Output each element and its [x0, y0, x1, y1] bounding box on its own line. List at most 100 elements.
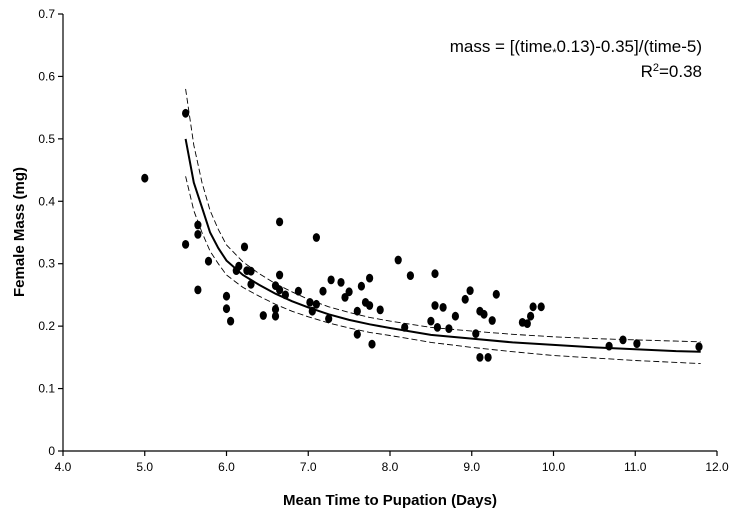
data-point: [281, 290, 289, 300]
equation-prefix: mass = [(time: [450, 37, 553, 56]
data-point: [439, 303, 447, 312]
data-point: [619, 335, 627, 345]
data-point: [341, 293, 349, 302]
y-tick-label: 0.4: [38, 194, 55, 208]
data-point: [401, 323, 409, 332]
data-point: [312, 299, 320, 309]
data-point: [337, 278, 345, 287]
data-point: [431, 301, 439, 310]
data-point: [394, 255, 402, 265]
x-tick-label: 6.0: [218, 460, 235, 474]
data-point: [312, 233, 320, 242]
data-point: [445, 324, 453, 333]
equation-annotation: mass = [(time*0.13)-0.35]/(time-5): [450, 37, 702, 59]
data-point: [476, 353, 484, 362]
x-tick-label: 8.0: [382, 460, 399, 474]
data-point: [204, 256, 213, 266]
y-tick-label: 0.5: [38, 132, 55, 146]
data-point: [492, 289, 500, 299]
data-point: [480, 309, 488, 319]
equation-multiply: *: [552, 47, 557, 59]
fit-curve-line: [184, 138, 701, 353]
axes: [62, 14, 717, 452]
data-point: [461, 294, 469, 304]
data-point: [247, 279, 255, 289]
r-squared-annotation: R2=0.38: [641, 62, 702, 81]
data-point: [259, 311, 267, 320]
equation-suffix: 0.13)-0.35]/(time-5): [557, 37, 703, 56]
data-point: [271, 311, 280, 321]
x-tick-label: 12.0: [705, 460, 729, 474]
y-tick-label: 0.6: [38, 69, 55, 83]
data-point: [240, 242, 249, 252]
data-point: [433, 323, 441, 332]
data-point: [276, 217, 284, 227]
data-point: [222, 304, 231, 314]
x-tick-label: 10.0: [542, 460, 566, 474]
y-tick-label: 0.7: [38, 7, 55, 21]
data-point: [451, 311, 459, 321]
data-point: [353, 306, 361, 316]
data-point: [376, 305, 384, 315]
r-squared-r: R: [641, 62, 653, 81]
data-point: [466, 286, 474, 295]
data-point: [306, 298, 314, 307]
fit-curves: [184, 88, 701, 365]
data-point: [308, 306, 316, 316]
data-point: [327, 275, 335, 285]
data-point: [271, 304, 280, 314]
data-point: [695, 342, 703, 352]
data-point: [357, 281, 365, 291]
data-point: [353, 329, 361, 339]
data-point: [537, 302, 545, 312]
y-tick-label: 0.3: [38, 257, 55, 271]
data-point: [247, 266, 255, 276]
data-point: [345, 287, 353, 297]
x-ticks: 4.0 5.0 6.0 7.0 8.0 9.0 10.0 11.0 12.0: [55, 451, 729, 474]
data-point: [527, 311, 535, 321]
data-point: [325, 314, 333, 324]
data-point: [472, 329, 480, 338]
data-point: [366, 301, 374, 310]
x-tick-label: 5.0: [136, 460, 153, 474]
data-point: [523, 319, 531, 328]
data-point: [276, 285, 284, 295]
x-tick-label: 11.0: [624, 460, 647, 474]
data-point: [319, 286, 327, 296]
y-tick-label: 0: [48, 444, 55, 458]
data-point: [182, 108, 190, 118]
data-point: [484, 353, 492, 362]
data-point: [276, 270, 284, 280]
data-points: [141, 108, 703, 362]
x-axis-title: Mean Time to Pupation (Days): [283, 492, 497, 509]
x-tick-label: 4.0: [55, 460, 72, 474]
r-squared-superscript: 2: [653, 62, 659, 74]
data-point: [406, 271, 414, 280]
data-point: [366, 273, 374, 283]
data-point: [194, 230, 202, 239]
data-point: [227, 316, 235, 326]
data-point: [368, 339, 376, 349]
data-point: [633, 339, 641, 348]
y-tick-label: 0.2: [38, 319, 55, 333]
y-axis-title: Female Mass (mg): [11, 167, 28, 297]
x-tick-label: 7.0: [300, 460, 317, 474]
data-point: [488, 316, 496, 325]
data-point: [427, 316, 435, 326]
data-point: [194, 220, 202, 230]
r-squared-value: =0.38: [659, 62, 702, 81]
data-point: [194, 285, 202, 295]
data-point: [431, 269, 439, 279]
y-ticks: 0 0.1 0.2 0.3 0.4 0.5 0.6 0.7: [38, 7, 63, 458]
data-point: [222, 291, 231, 301]
data-point: [141, 173, 149, 183]
data-point: [182, 240, 190, 249]
x-tick-label: 9.0: [463, 460, 480, 474]
data-point: [235, 261, 243, 271]
data-point: [605, 341, 613, 351]
y-tick-label: 0.1: [38, 382, 55, 396]
data-point: [294, 286, 302, 296]
data-point: [529, 302, 537, 312]
confidence-upper-line: [185, 88, 701, 343]
